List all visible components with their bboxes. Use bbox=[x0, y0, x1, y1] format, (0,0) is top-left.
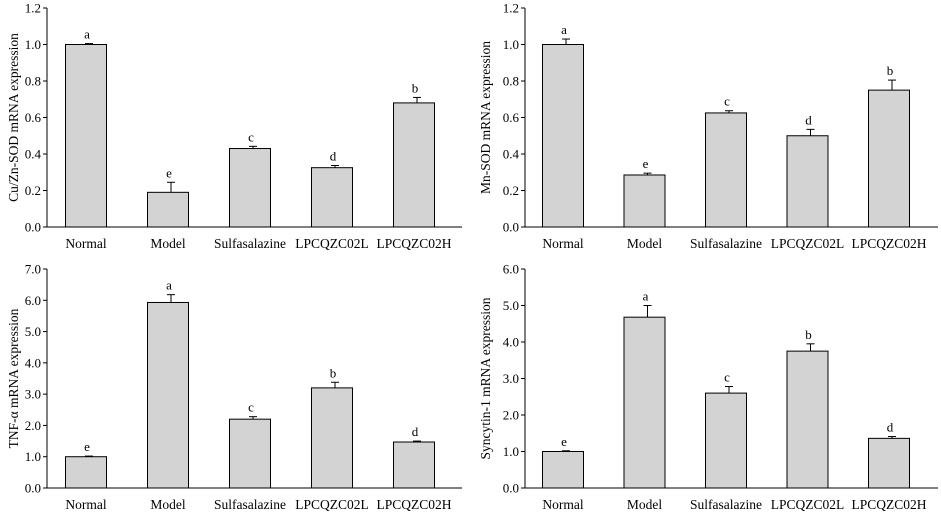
y-tick-label: 5.0 bbox=[25, 324, 41, 339]
x-category-label: Model bbox=[150, 497, 185, 512]
y-tick-label: 5.0 bbox=[503, 298, 519, 313]
bar-sulfasalazine bbox=[705, 392, 747, 489]
y-tick-label: 0.6 bbox=[503, 110, 520, 125]
y-axis-label: TNF-α mRNA expression bbox=[6, 308, 21, 448]
y-tick-label: 0.4 bbox=[503, 147, 520, 162]
y-tick-label: 0.2 bbox=[25, 183, 41, 198]
significance-letter: c bbox=[724, 94, 730, 109]
y-tick-label: 1.0 bbox=[25, 449, 41, 464]
bar-sulfasalazine bbox=[229, 148, 271, 228]
bar-model bbox=[147, 301, 189, 489]
y-tick-label: 4.0 bbox=[503, 335, 519, 350]
y-tick-label: 0.0 bbox=[503, 220, 519, 235]
x-category-label: Sulfasalazine bbox=[690, 236, 762, 251]
x-category-label: Normal bbox=[542, 497, 583, 512]
x-category-label: Normal bbox=[65, 236, 106, 251]
x-category-label: LPCQZC02H bbox=[851, 236, 926, 251]
y-tick-label: 1.0 bbox=[503, 37, 519, 52]
significance-letter: c bbox=[248, 129, 254, 144]
x-category-label: LPCQZC02L bbox=[771, 497, 845, 512]
significance-letter: e bbox=[561, 434, 567, 449]
y-tick-label: 1.0 bbox=[503, 444, 519, 459]
significance-letter: e bbox=[166, 165, 172, 180]
y-tick-label: 0.0 bbox=[25, 481, 41, 496]
significance-letter: a bbox=[643, 289, 649, 304]
significance-letter: c bbox=[248, 400, 254, 415]
chart-panel-mn-sod: 0.0 0.2 0.4 0.6 0.8 1.0 1.2 Mn-SOD mRNA express… bbox=[478, 1, 938, 251]
y-tick-label: 0.0 bbox=[25, 220, 41, 235]
x-category-label: LPCQZC02L bbox=[295, 497, 369, 512]
x-category-label: LPCQZC02H bbox=[851, 497, 926, 512]
y-tick-label: 2.0 bbox=[503, 408, 519, 423]
significance-letter: d bbox=[330, 148, 337, 163]
significance-letter: e bbox=[84, 439, 90, 454]
bar-lpcqzc02l bbox=[786, 350, 829, 489]
significance-letter: d bbox=[412, 424, 419, 439]
y-tick-label: 1.2 bbox=[503, 1, 519, 16]
significance-letter: c bbox=[724, 370, 730, 385]
significance-letter: a bbox=[561, 22, 567, 37]
bar-lpcqzc02h bbox=[393, 441, 435, 489]
y-tick-label: 4.0 bbox=[25, 355, 41, 370]
bar-sulfasalazine bbox=[705, 112, 747, 228]
significance-letter: d bbox=[887, 420, 894, 435]
y-tick-label: 6.0 bbox=[25, 293, 41, 308]
bar-normal bbox=[542, 44, 584, 228]
bar-normal bbox=[65, 44, 107, 228]
bar-lpcqzc02l bbox=[786, 135, 829, 228]
y-tick-label: 3.0 bbox=[25, 387, 41, 402]
bar-lpcqzc02l bbox=[311, 387, 353, 489]
bar-model bbox=[147, 191, 189, 228]
y-tick-label: 6.0 bbox=[503, 262, 519, 277]
bar-lpcqzc02h bbox=[868, 437, 910, 489]
chart-panel-tnf-alpha: 0.0 1.0 2.0 3.0 4.0 5.0 6.0 7.0 TNF-α mRNA expre… bbox=[6, 262, 462, 512]
x-category-label: LPCQZC02L bbox=[771, 236, 845, 251]
x-category-label: Sulfasalazine bbox=[214, 236, 286, 251]
x-category-label: Normal bbox=[542, 236, 583, 251]
y-tick-label: 2.0 bbox=[25, 418, 41, 433]
y-tick-label: 0.8 bbox=[25, 74, 41, 89]
chart-panel-cu-zn-sod: 0.0 0.2 0.4 0.6 0.8 1.0 1.2 Cu/Zn-SOD mRNA expr… bbox=[6, 1, 462, 251]
significance-letter: a bbox=[166, 278, 172, 293]
x-category-label: LPCQZC02L bbox=[295, 236, 369, 251]
bar-lpcqzc02h bbox=[393, 102, 435, 228]
bar-lpcqzc02h bbox=[868, 89, 910, 228]
bar-model bbox=[623, 174, 666, 228]
y-tick-label: 0.8 bbox=[503, 74, 519, 89]
x-category-label: Model bbox=[627, 236, 662, 251]
y-tick-label: 7.0 bbox=[25, 262, 41, 277]
bar-lpcqzc02l bbox=[311, 167, 353, 228]
x-category-label: Sulfasalazine bbox=[690, 497, 762, 512]
x-category-label: LPCQZC02H bbox=[376, 236, 451, 251]
y-tick-label: 0.6 bbox=[25, 110, 42, 125]
significance-letter: b bbox=[805, 327, 812, 342]
bar-model bbox=[623, 316, 666, 489]
chart-panel-syncytin-1: 0.0 1.0 2.0 3.0 4.0 5.0 6.0 Syncytin-1 mRNA exp… bbox=[478, 262, 938, 512]
significance-letter: e bbox=[643, 156, 649, 171]
bar-normal bbox=[542, 451, 584, 489]
x-category-label: LPCQZC02H bbox=[376, 497, 451, 512]
x-category-label: Normal bbox=[65, 497, 106, 512]
y-axis-label: Cu/Zn-SOD mRNA expression bbox=[6, 33, 21, 202]
x-category-label: Model bbox=[150, 236, 185, 251]
significance-letter: b bbox=[887, 63, 894, 78]
significance-letter: d bbox=[805, 112, 812, 127]
x-category-label: Sulfasalazine bbox=[214, 497, 286, 512]
y-tick-label: 1.0 bbox=[25, 37, 41, 52]
y-tick-label: 0.2 bbox=[503, 183, 519, 198]
significance-letter: a bbox=[84, 27, 90, 42]
y-tick-label: 1.2 bbox=[25, 1, 41, 16]
y-tick-label: 0.4 bbox=[25, 147, 42, 162]
y-axis-label: Mn-SOD mRNA expression bbox=[478, 41, 493, 194]
significance-letter: b bbox=[412, 80, 419, 95]
significance-letter: b bbox=[330, 365, 337, 380]
y-tick-label: 0.0 bbox=[503, 481, 519, 496]
bar-sulfasalazine bbox=[229, 418, 271, 489]
bar-normal bbox=[65, 456, 107, 489]
y-axis-label: Syncytin-1 mRNA expression bbox=[478, 297, 493, 459]
y-tick-label: 3.0 bbox=[503, 371, 519, 386]
x-category-label: Model bbox=[627, 497, 662, 512]
